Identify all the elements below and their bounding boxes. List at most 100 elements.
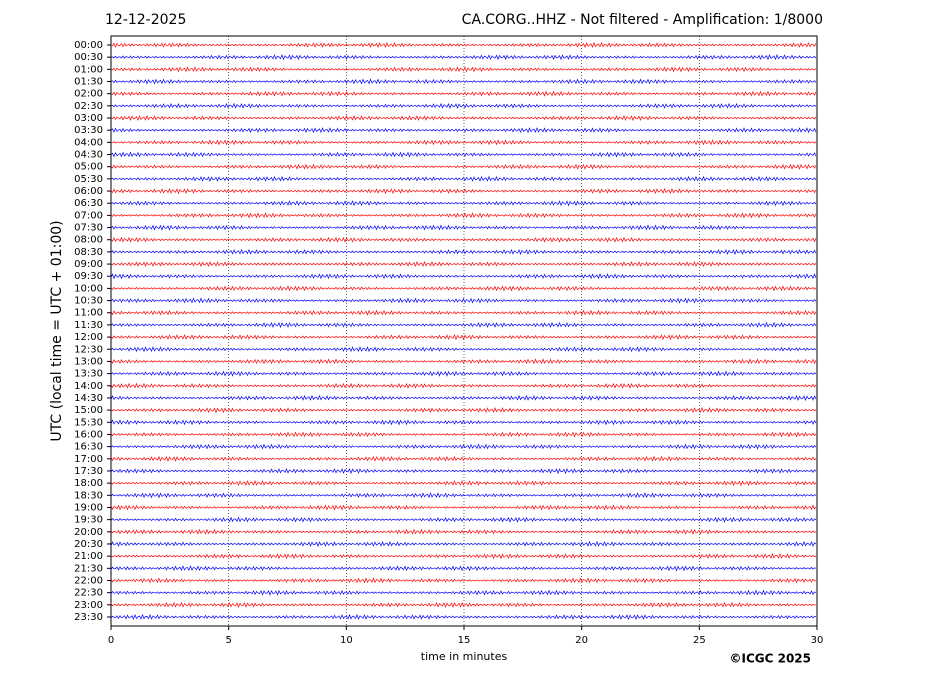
seismic-trace — [110, 346, 817, 353]
y-tick-label: 21:30 — [74, 563, 103, 574]
y-tick-label: 15:30 — [74, 417, 103, 428]
seismic-trace — [110, 127, 817, 134]
seismic-trace — [110, 163, 817, 170]
seismic-trace — [110, 273, 817, 280]
y-tick-label: 21:00 — [74, 551, 103, 562]
seismic-trace — [110, 297, 817, 304]
seismic-trace — [110, 212, 817, 219]
y-tick-label: 02:00 — [74, 89, 103, 100]
y-tick-label: 08:00 — [74, 235, 103, 246]
seismic-trace — [110, 431, 817, 438]
seismic-trace — [110, 455, 817, 462]
x-tick-label: 30 — [811, 635, 824, 646]
y-tick-label: 20:30 — [74, 539, 103, 550]
y-tick-label: 23:30 — [74, 612, 103, 623]
seismic-trace — [110, 382, 817, 389]
y-tick-label: 22:00 — [74, 575, 103, 586]
y-tick-label: 04:30 — [74, 150, 103, 161]
seismic-trace — [110, 260, 817, 268]
seismic-trace — [110, 41, 817, 49]
y-tick-label: 01:00 — [74, 64, 103, 75]
x-tick-label: 15 — [458, 635, 471, 646]
seismic-trace — [110, 528, 817, 535]
y-tick-label: 23:00 — [74, 600, 103, 611]
seismic-trace — [110, 187, 817, 195]
seismic-trace — [110, 613, 817, 621]
seismic-trace — [110, 334, 817, 341]
seismic-trace — [110, 236, 817, 243]
y-tick-label: 22:30 — [74, 588, 103, 599]
y-tick-label: 17:00 — [74, 454, 103, 465]
seismic-trace — [110, 78, 817, 85]
seismic-trace — [110, 139, 817, 146]
seismic-trace — [110, 577, 817, 584]
seismic-trace — [110, 358, 817, 365]
chart-title: CA.CORG..HHZ - Not filtered - Amplificat… — [462, 12, 823, 28]
y-tick-label: 04:00 — [74, 137, 103, 148]
seismic-trace — [110, 285, 817, 292]
y-tick-label: 01:30 — [74, 77, 103, 88]
y-tick-label: 05:30 — [74, 174, 103, 185]
seismic-trace — [110, 516, 817, 523]
seismic-trace — [110, 309, 817, 316]
seismic-trace — [110, 224, 817, 231]
seismic-trace — [110, 66, 817, 73]
y-tick-label: 00:30 — [74, 52, 103, 63]
seismic-trace — [110, 565, 817, 572]
x-tick-label: 0 — [108, 635, 114, 646]
seismic-trace — [110, 248, 817, 256]
y-tick-label: 08:30 — [74, 247, 103, 258]
y-tick-label: 19:00 — [74, 502, 103, 513]
y-tick-label: 12:00 — [74, 332, 103, 343]
seismic-trace — [110, 200, 817, 207]
y-tick-label: 14:00 — [74, 381, 103, 392]
y-tick-label: 17:30 — [74, 466, 103, 477]
y-tick-label: 16:30 — [74, 442, 103, 453]
seismic-trace — [110, 468, 817, 475]
seismic-trace — [110, 553, 817, 560]
seismic-trace — [110, 419, 817, 426]
seismic-trace — [110, 443, 817, 450]
copyright: ©ICGC 2025 — [729, 652, 811, 666]
seismic-trace — [110, 370, 817, 377]
seismic-trace — [110, 175, 817, 182]
date: 12-12-2025 — [105, 12, 186, 28]
seismic-trace — [110, 102, 817, 109]
y-tick-label: 13:00 — [74, 356, 103, 367]
y-tick-label: 16:00 — [74, 429, 103, 440]
seismic-trace — [110, 601, 817, 609]
y-tick-label: 11:00 — [74, 308, 103, 319]
x-tick-label: 25 — [693, 635, 706, 646]
x-tick-label: 10 — [340, 635, 353, 646]
seismic-trace — [110, 504, 817, 511]
seismic-trace — [110, 321, 817, 329]
y-tick-label: 19:30 — [74, 515, 103, 526]
y-tick-label: 10:00 — [74, 283, 103, 294]
seismic-trace — [110, 589, 817, 596]
y-tick-label: 12:30 — [74, 344, 103, 355]
seismic-trace — [110, 114, 817, 122]
x-axis-label: time in minutes — [421, 650, 508, 663]
seismic-trace — [110, 479, 817, 487]
seismic-trace — [110, 492, 817, 499]
x-tick-label: 5 — [225, 635, 231, 646]
y-tick-label: 05:00 — [74, 162, 103, 173]
seismic-trace — [110, 394, 817, 402]
y-tick-label: 09:00 — [74, 259, 103, 270]
y-tick-label: 15:00 — [74, 405, 103, 416]
y-tick-label: 03:30 — [74, 125, 103, 136]
seismic-trace — [110, 151, 817, 158]
seismic-trace — [110, 90, 817, 97]
seismic-trace — [110, 540, 817, 547]
y-tick-label: 03:00 — [74, 113, 103, 124]
y-tick-label: 10:30 — [74, 296, 103, 307]
y-tick-label: 06:00 — [74, 186, 103, 197]
y-tick-label: 00:00 — [74, 40, 103, 51]
y-tick-label: 09:30 — [74, 271, 103, 282]
y-tick-label: 07:30 — [74, 223, 103, 234]
y-tick-label: 06:30 — [74, 198, 103, 209]
y-tick-label: 11:30 — [74, 320, 103, 331]
y-tick-label: 13:30 — [74, 369, 103, 380]
y-tick-label: 18:30 — [74, 490, 103, 501]
